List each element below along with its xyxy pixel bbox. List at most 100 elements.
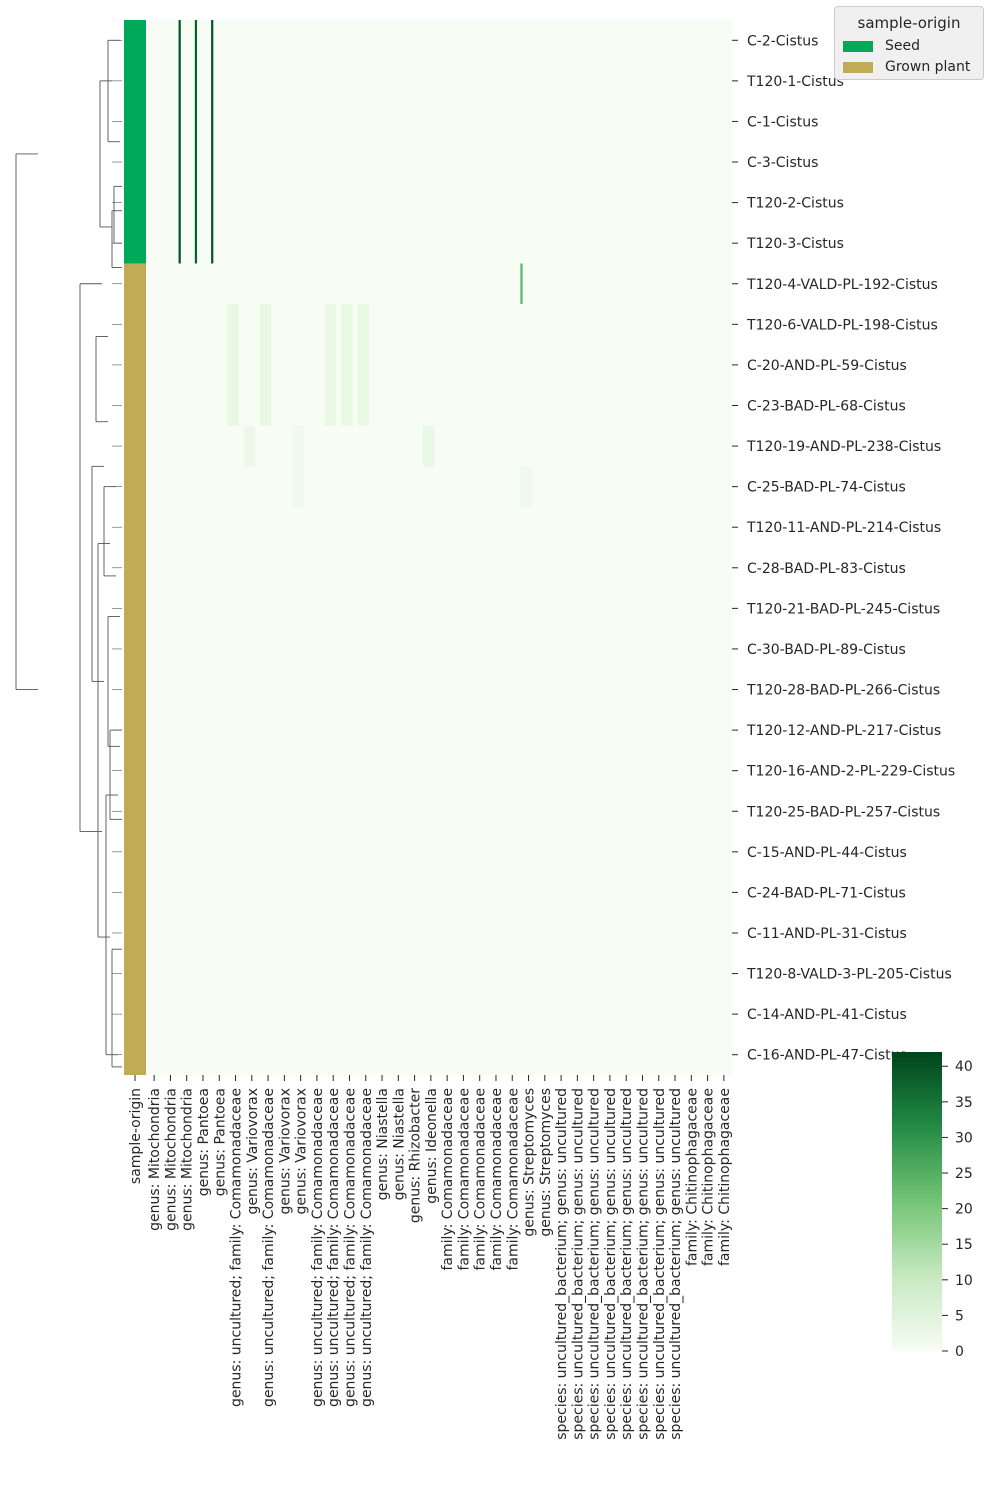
colorbar-tick-label: 10	[955, 1273, 973, 1289]
legend-label-grown-plant: Grown plant	[885, 59, 971, 75]
row-tick-label: T120-1-Cistus	[746, 74, 844, 90]
column-tick-label: species: uncultured_bacterium; genus: un…	[636, 1088, 652, 1440]
row-tick-label: T120-16-AND-2-PL-229-Cistus	[746, 764, 955, 780]
row-tick-label: C-14-AND-PL-41-Cistus	[747, 1007, 907, 1023]
column-tick-label: family: Chitinophagaceae	[717, 1088, 733, 1266]
column-tick-label: species: uncultured_bacterium; genus: un…	[603, 1088, 619, 1440]
column-tick-label: genus: Mitochondria	[180, 1088, 196, 1231]
colorbar-tick-label: 35	[955, 1095, 973, 1111]
row-tick-label: T120-25-BAD-PL-257-Cistus	[746, 804, 940, 820]
legend-swatch-seed	[843, 41, 873, 52]
column-tick-label: genus: Streptomyces	[522, 1088, 538, 1237]
column-tick-label: species: uncultured_bacterium; genus: un…	[587, 1088, 603, 1440]
column-tick-label: genus: Rhizobacter	[408, 1088, 424, 1223]
row-tick-label: T120-11-AND-PL-214-Cistus	[746, 520, 941, 536]
row-tick-label: C-2-Cistus	[747, 33, 818, 49]
column-tick-label: genus: Variovorax	[277, 1088, 293, 1214]
colorbar-ticks: 0 5 10 15 20 25 30 35 40	[942, 1059, 973, 1360]
row-tick-label: C-23-BAD-PL-68-Cistus	[747, 398, 906, 414]
row-tick-label: C-25-BAD-PL-74-Cistus	[747, 480, 906, 496]
column-tick-label: family: Chitinophagaceae	[701, 1088, 717, 1266]
legend-swatch-grown-plant	[843, 62, 873, 73]
row-tick-label: C-11-AND-PL-31-Cistus	[747, 926, 907, 942]
column-tick-label: genus: Pantoea	[212, 1088, 228, 1196]
heatmap-background	[146, 20, 732, 1075]
legend-title: sample-origin	[857, 14, 961, 32]
heatmap-cell	[325, 304, 337, 426]
row-tick-label: T120-4-VALD-PL-192-Cistus	[746, 277, 938, 293]
heatmap-cell	[520, 466, 532, 507]
row-tick-label: C-16-AND-PL-47-Cistus	[747, 1048, 907, 1064]
row-tick-label: T120-3-Cistus	[746, 236, 844, 252]
column-tick-label: family: Comamonadaceae	[456, 1088, 472, 1271]
column-tick-label: genus: uncultured; family: Comamonadacea…	[261, 1088, 277, 1407]
heatmap-cell	[259, 304, 272, 426]
colorbar-gradient	[892, 1052, 942, 1351]
colorbar: 0 5 10 15 20 25 30 35 40	[892, 1052, 973, 1360]
column-tick-label: species: uncultured_bacterium; genus: un…	[554, 1088, 570, 1440]
row-tick-label: T120-2-Cistus	[746, 196, 844, 212]
colorbar-tick-label: 15	[955, 1237, 973, 1253]
column-tick-label: genus: Niastella	[375, 1088, 391, 1200]
row-tick-label: T120-12-AND-PL-217-Cistus	[746, 723, 941, 739]
column-tick-label: family: Comamonadaceae	[440, 1088, 456, 1271]
row-tick-label: T120-6-VALD-PL-198-Cistus	[746, 317, 938, 333]
column-tick-label: sample-origin	[128, 1088, 144, 1184]
row-tick-label: T120-8-VALD-3-PL-205-Cistus	[746, 967, 952, 983]
column-tick-label: genus: uncultured; family: Comamonadacea…	[326, 1088, 342, 1407]
legend: sample-origin Seed Grown plant	[834, 6, 984, 80]
row-tick-labels: C-2-Cistus T120-1-Cistus C-1-Cistus C-3-Cis…	[732, 33, 955, 1064]
column-tick-label: genus: uncultured; family: Comamonadacea…	[359, 1088, 375, 1407]
column-tick-label: family: Comamonadaceae	[473, 1088, 489, 1271]
column-tick-label: genus: Mitochondria	[163, 1088, 179, 1231]
column-tick-label: genus: Mitochondria	[147, 1088, 163, 1231]
colorbar-tick-label: 5	[955, 1308, 964, 1324]
column-tick-label: genus: uncultured; family: Comamonadacea…	[310, 1088, 326, 1407]
heatmap-cell	[227, 304, 239, 426]
column-tick-label: genus: Niastella	[391, 1088, 407, 1200]
row-tick-label: C-30-BAD-PL-89-Cistus	[747, 642, 906, 658]
column-tick-label: family: Comamonadaceae	[489, 1088, 505, 1271]
column-tick-label: species: uncultured_bacterium; genus: un…	[668, 1088, 684, 1440]
heatmap-cell	[341, 304, 353, 426]
column-tick-label: genus: Variovorax	[245, 1088, 261, 1214]
row-tick-label: T120-28-BAD-PL-266-Cistus	[746, 683, 940, 699]
heatmap-cell	[422, 425, 435, 467]
heatmap-cell	[178, 20, 181, 264]
row-tick-label: T120-21-BAD-PL-245-Cistus	[746, 601, 940, 617]
column-tick-label: genus: Variovorax	[294, 1088, 310, 1214]
row-tick-label: C-24-BAD-PL-71-Cistus	[747, 885, 906, 901]
row-color-grown-plant	[124, 263, 146, 1076]
colorbar-tick-label: 20	[955, 1202, 973, 1218]
heatmap-cell	[292, 425, 304, 507]
column-tick-label: species: uncultured_bacterium; genus: un…	[619, 1088, 635, 1440]
column-tick-label: family: Comamonadaceae	[505, 1088, 521, 1271]
colorbar-tick-label: 40	[955, 1059, 973, 1075]
heatmap-grid	[146, 20, 732, 1075]
row-tick-label: T120-19-AND-PL-238-Cistus	[746, 439, 941, 455]
colorbar-tick-label: 30	[955, 1130, 973, 1146]
colorbar-tick-label: 0	[955, 1344, 964, 1360]
column-tick-label: family: Chitinophagaceae	[684, 1088, 700, 1266]
heatmap-cell	[211, 20, 214, 264]
row-tick-label: C-3-Cistus	[747, 155, 818, 171]
row-tick-label: C-28-BAD-PL-83-Cistus	[747, 561, 906, 577]
legend-label-seed: Seed	[885, 38, 920, 54]
column-tick-label: genus: Streptomyces	[538, 1088, 554, 1237]
row-tick-label: C-15-AND-PL-44-Cistus	[747, 845, 907, 861]
heatmap-cell	[520, 263, 523, 305]
row-color-strip	[124, 20, 146, 1076]
row-tick-label: C-20-AND-PL-59-Cistus	[747, 358, 907, 374]
column-tick-label: genus: Pantoea	[196, 1088, 212, 1196]
column-tick-label: genus: uncultured; family: Comamonadacea…	[229, 1088, 245, 1407]
heatmap-cell	[243, 425, 256, 467]
heatmap-cell	[357, 304, 369, 426]
row-color-seed	[124, 20, 146, 264]
colorbar-tick-label: 25	[955, 1166, 973, 1182]
row-tick-label: C-1-Cistus	[747, 114, 818, 130]
column-tick-label: genus: Ideonella	[424, 1088, 440, 1204]
column-tick-label: species: uncultured_bacterium; genus: un…	[570, 1088, 586, 1440]
column-tick-label: species: uncultured_bacterium; genus: un…	[652, 1088, 668, 1440]
column-tick-labels: sample-origin genus: Mitochondria genus: M…	[128, 1075, 733, 1440]
